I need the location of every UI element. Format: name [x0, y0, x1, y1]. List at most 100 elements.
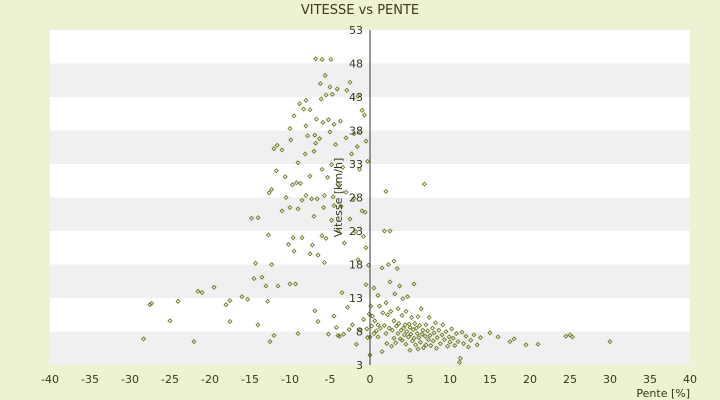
data-point [377, 325, 383, 331]
data-point [446, 334, 452, 340]
data-point [295, 160, 301, 166]
data-point [411, 335, 417, 341]
data-point [457, 359, 463, 365]
data-point [373, 328, 379, 334]
data-point [391, 318, 397, 324]
data-point [359, 107, 365, 113]
data-point [265, 298, 271, 304]
data-point [227, 318, 233, 324]
data-point [353, 341, 359, 347]
data-point [535, 341, 541, 347]
data-point [389, 343, 395, 349]
data-point [425, 328, 431, 334]
x-tick-label: 10 [443, 373, 457, 386]
data-point [387, 228, 393, 234]
data-point [443, 328, 449, 335]
data-point [329, 91, 335, 97]
data-point [313, 116, 319, 122]
data-point [340, 164, 346, 170]
data-point [291, 113, 297, 119]
data-point [399, 337, 405, 343]
y-tick-label: 33 [349, 158, 363, 171]
data-point [423, 322, 429, 328]
data-point [417, 339, 423, 345]
data-point [302, 151, 308, 157]
data-point [279, 147, 285, 153]
data-point [255, 215, 261, 221]
data-point [440, 322, 446, 328]
data-point [422, 333, 428, 339]
data-point [362, 209, 368, 215]
data-point [477, 334, 483, 341]
data-point [430, 338, 436, 344]
data-point [391, 258, 397, 264]
data-point [327, 129, 333, 135]
data-point [333, 324, 339, 331]
data-point [287, 281, 293, 287]
data-point [355, 257, 361, 263]
data-point [569, 334, 575, 340]
data-point [259, 274, 265, 280]
data-point [349, 322, 355, 328]
data-point [389, 327, 395, 333]
y-tick-label: 43 [349, 91, 363, 104]
data-point [266, 190, 272, 196]
data-point [347, 216, 353, 222]
data-point [377, 303, 383, 309]
x-tick-label: -5 [325, 373, 336, 386]
data-point [361, 112, 367, 118]
data-point [411, 281, 417, 287]
x-tick-labels: -40 -35 -30 -25 -20 -15 -10 -5 0 5 10 15 20 25 30 35 40 [41, 373, 697, 386]
data-point [385, 261, 391, 268]
x-tick-label: 30 [603, 373, 617, 386]
data-point [423, 342, 429, 348]
data-point [364, 326, 370, 332]
data-point [149, 300, 155, 306]
data-point [338, 203, 344, 209]
data-point [405, 294, 411, 300]
data-point [287, 205, 293, 211]
data-point [211, 284, 217, 290]
data-point [425, 337, 431, 343]
data-point [223, 302, 229, 308]
data-point [433, 320, 439, 326]
data-point [408, 331, 414, 337]
data-point [431, 330, 437, 336]
data-point [386, 325, 392, 331]
data-point [409, 314, 415, 320]
data-point [337, 333, 343, 339]
data-point [401, 332, 407, 338]
data-point [363, 282, 369, 288]
data-point [325, 331, 331, 337]
data-point [297, 180, 303, 186]
x-tick-label: 15 [483, 373, 497, 386]
data-point [331, 203, 337, 209]
data-point [391, 335, 397, 341]
data-point [311, 148, 317, 154]
data-point [307, 107, 313, 113]
data-point [385, 312, 391, 318]
data-point [323, 92, 329, 98]
data-point [339, 290, 345, 296]
data-point [371, 330, 377, 337]
data-point [309, 242, 315, 248]
x-tick-label: 0 [367, 373, 374, 386]
data-point [312, 308, 318, 314]
data-point [322, 73, 328, 79]
data-point [392, 291, 398, 297]
data-point [317, 136, 323, 142]
data-point [265, 232, 271, 238]
data-point [419, 331, 425, 337]
data-point [416, 334, 422, 341]
data-point [327, 84, 333, 90]
data-point [314, 196, 320, 202]
data-point [380, 310, 386, 316]
data-point [463, 333, 469, 339]
data-point [274, 142, 280, 148]
data-point [321, 205, 327, 211]
data-point [434, 334, 440, 341]
data-point [457, 355, 463, 361]
data-point [383, 300, 389, 306]
data-point [345, 304, 351, 310]
data-point [365, 334, 371, 341]
